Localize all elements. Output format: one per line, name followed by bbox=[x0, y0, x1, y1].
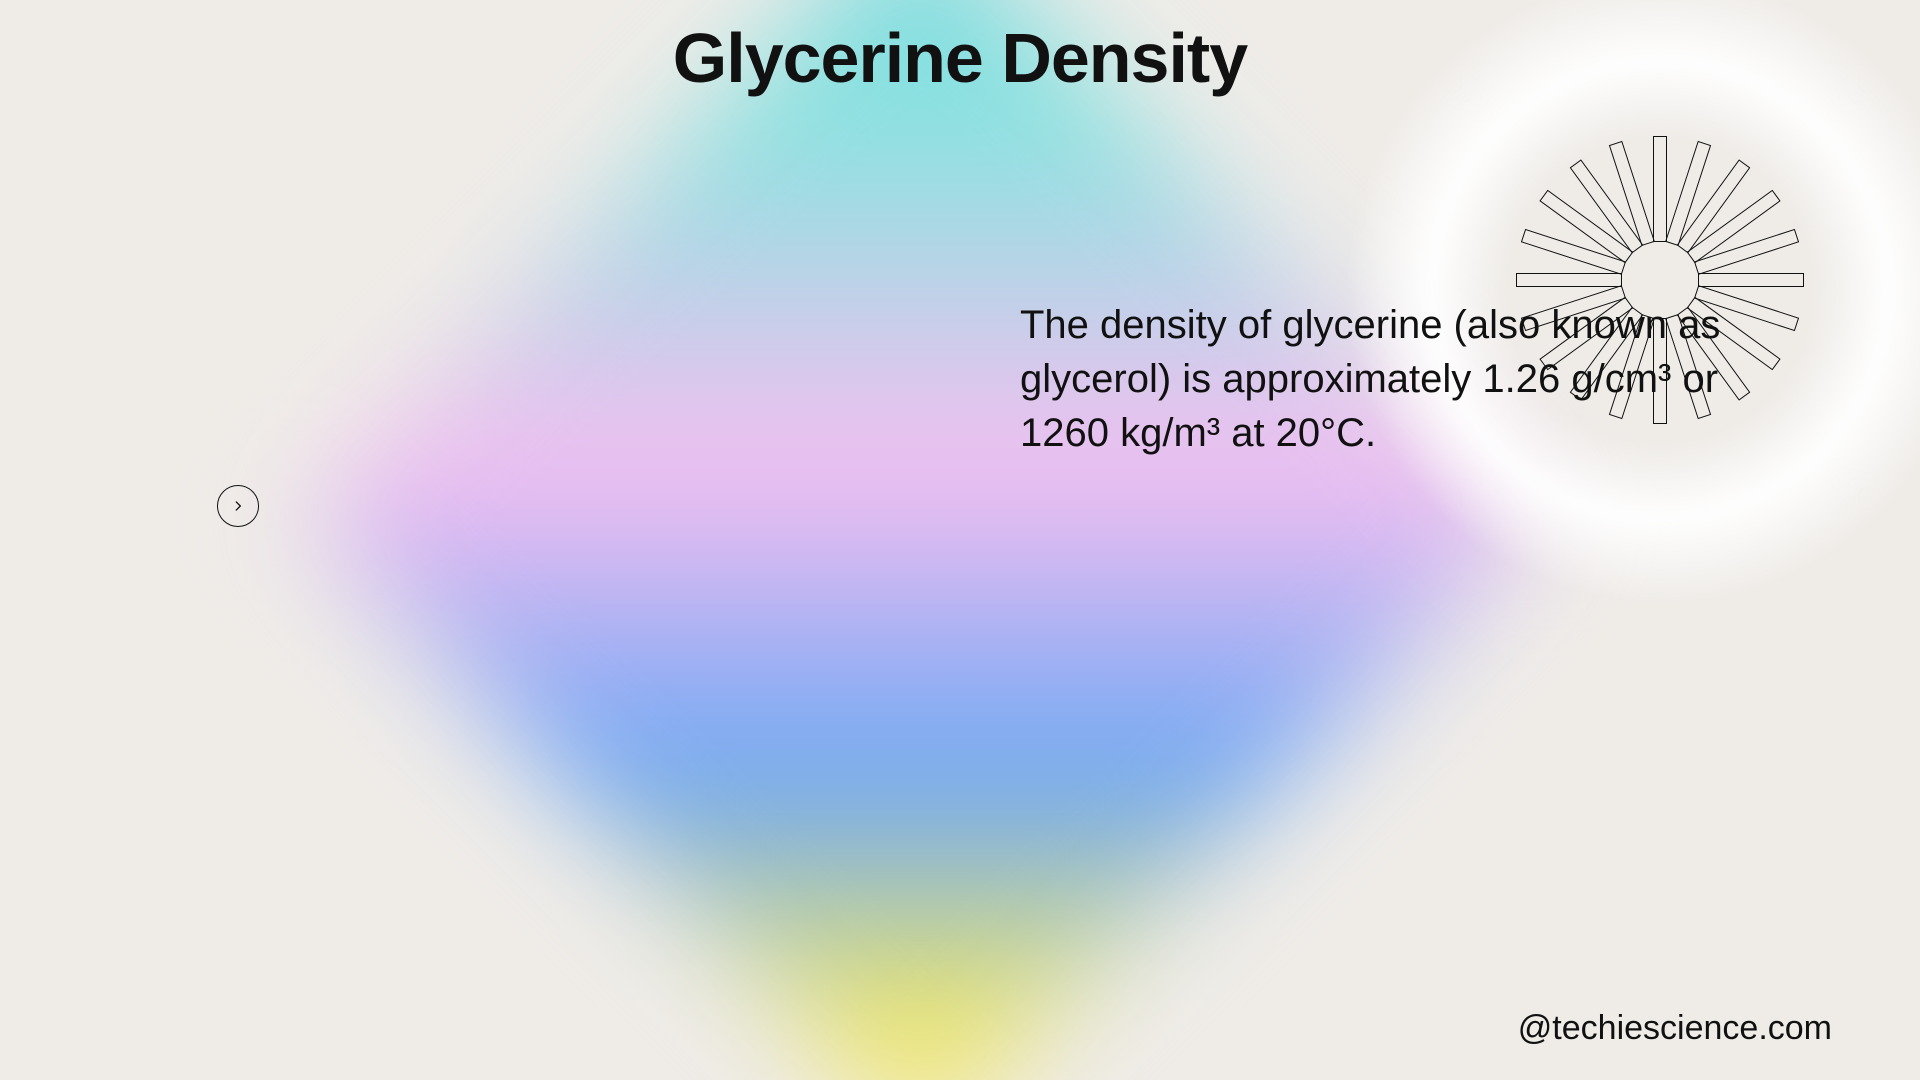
body-text: The density of glycerine (also known as … bbox=[1020, 298, 1790, 460]
attribution: @techiescience.com bbox=[1518, 1009, 1832, 1048]
infographic-canvas: Glycerine Density The density of glyceri… bbox=[0, 0, 1920, 1080]
next-button[interactable] bbox=[217, 485, 259, 527]
page-title: Glycerine Density bbox=[0, 18, 1920, 98]
chevron-right-icon bbox=[231, 499, 245, 513]
